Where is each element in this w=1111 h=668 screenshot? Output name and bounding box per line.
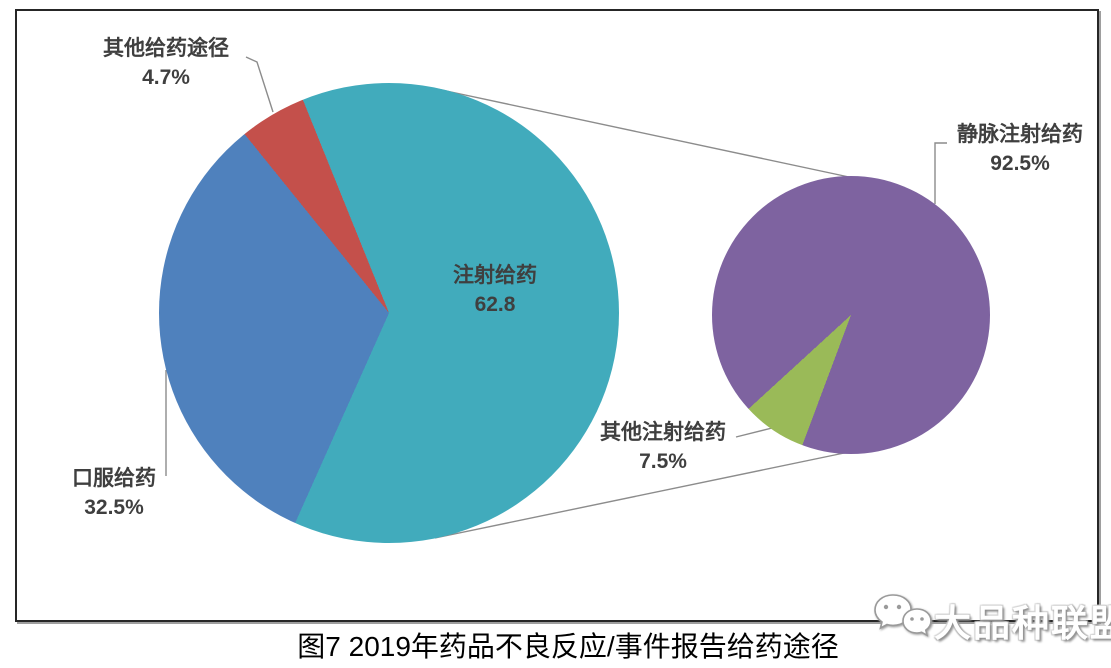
label-other-injection-name: 其他注射给药 <box>600 421 726 444</box>
main-pie-routes <box>159 83 619 543</box>
label-iv-injection-value: 92.5% <box>990 152 1050 175</box>
label-other-injection: 其他注射给药 7.5% <box>543 418 783 476</box>
label-other-route-value: 4.7% <box>142 66 190 89</box>
label-injection: 注射给药 62.8 <box>375 261 615 319</box>
connector-line-bottom <box>434 451 850 539</box>
label-injection-name: 注射给药 <box>453 264 537 287</box>
label-iv-injection-name: 静脉注射给药 <box>957 123 1083 146</box>
label-injection-value: 62.8 <box>474 293 516 316</box>
watermark-logo: 大品种联盟 <box>862 585 1111 649</box>
figure-caption: 图7 2019年药品不良反应/事件报告给药途径 <box>297 631 839 662</box>
sub-pie-injection-breakdown <box>712 176 990 454</box>
label-other-route: 其他给药途径 4.7% <box>46 34 286 92</box>
connector-line-top <box>436 88 850 178</box>
leader-line-other-injection <box>735 426 777 438</box>
label-other-route-name: 其他给药途径 <box>103 37 229 60</box>
label-other-injection-value: 7.5% <box>639 450 687 473</box>
label-oral: 口服给药 32.5% <box>0 464 234 522</box>
label-oral-value: 32.5% <box>84 496 144 519</box>
wechat-chat-bubbles-icon <box>874 594 932 637</box>
label-iv-injection: 静脉注射给药 92.5% <box>900 120 1111 178</box>
label-oral-name: 口服给药 <box>72 467 156 490</box>
leader-line-iv <box>934 142 947 204</box>
leader-line-other-route <box>245 56 274 113</box>
watermark-text: 大品种联盟 <box>934 603 1111 644</box>
